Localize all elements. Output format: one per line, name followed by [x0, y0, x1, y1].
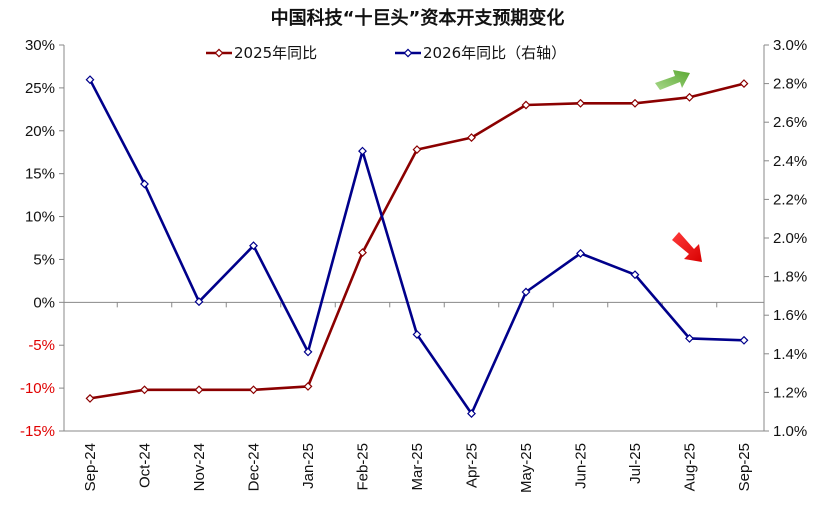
left-tick-label: -5% — [28, 337, 55, 354]
data-point — [412, 145, 422, 155]
right-tick-label: 1.6% — [773, 307, 807, 324]
x-tick-label: Mar-25 — [409, 443, 426, 491]
data-point — [194, 385, 204, 395]
x-tick-label: May-25 — [518, 443, 535, 493]
left-tick-label: 30% — [25, 37, 55, 54]
data-point — [467, 133, 476, 143]
data-point — [85, 75, 95, 85]
left-tick-label: -10% — [20, 380, 55, 397]
right-tick-label: 2.8% — [773, 76, 807, 93]
right-tick-label: 1.4% — [773, 346, 807, 363]
x-tick-label: Apr-25 — [464, 443, 481, 488]
left-tick-label: 0% — [33, 294, 55, 311]
data-point — [358, 248, 367, 258]
right-tick-label: 1.0% — [773, 423, 807, 440]
x-tick-label: Jul-25 — [627, 443, 644, 484]
data-point — [521, 100, 531, 110]
data-point — [303, 381, 313, 391]
data-point — [521, 287, 531, 297]
data-point — [467, 409, 476, 419]
legend-marker — [403, 48, 413, 58]
right-tick-label: 3.0% — [773, 37, 807, 54]
x-tick-label: Jun-25 — [573, 443, 590, 489]
x-tick-label: Oct-24 — [137, 443, 154, 488]
data-point — [685, 92, 694, 102]
data-point — [358, 146, 367, 156]
right-tick-label: 1.8% — [773, 269, 807, 286]
left-tick-label: -15% — [20, 423, 55, 440]
right-tick-label: 1.2% — [773, 384, 807, 401]
red-down-arrow-icon — [672, 232, 702, 262]
data-point — [630, 270, 640, 280]
left-tick-label: 5% — [33, 251, 55, 268]
chart-title: 中国科技“十巨头”资本开支预期变化 — [270, 8, 565, 29]
data-point — [85, 393, 95, 403]
data-point — [412, 330, 422, 339]
x-tick-label: Sep-25 — [736, 443, 753, 491]
series-line-1 — [89, 82, 745, 400]
right-tick-label: 2.6% — [773, 114, 807, 131]
x-tick-label: Jan-25 — [300, 443, 317, 489]
right-tick-label: 2.4% — [773, 153, 807, 170]
data-point — [576, 98, 585, 108]
data-point — [140, 385, 149, 395]
data-point — [739, 335, 749, 345]
x-tick-label: Dec-24 — [246, 443, 263, 491]
right-tick-label: 2.2% — [773, 191, 807, 208]
right-tick-label: 2.0% — [773, 230, 807, 247]
left-tick-label: 25% — [25, 80, 55, 97]
green-up-arrow-icon — [655, 70, 690, 90]
legend-label: 2025年同比 — [234, 44, 317, 62]
data-point — [576, 248, 585, 258]
legend-marker — [214, 48, 224, 58]
data-point — [140, 179, 149, 189]
legend-label: 2026年同比（右轴） — [423, 44, 566, 62]
data-point — [739, 79, 749, 89]
data-point — [303, 347, 313, 357]
x-tick-label: Nov-24 — [191, 443, 208, 491]
x-tick-label: Feb-25 — [355, 443, 372, 491]
left-tick-label: 20% — [25, 123, 55, 140]
data-point — [194, 297, 204, 307]
data-point — [685, 333, 694, 343]
series-line-2 — [88, 79, 745, 415]
left-tick-label: 10% — [25, 209, 55, 226]
data-point — [249, 385, 258, 395]
left-tick-label: 15% — [25, 166, 55, 183]
data-point — [630, 98, 640, 108]
x-tick-label: Sep-24 — [82, 443, 99, 491]
x-tick-label: Aug-25 — [682, 443, 699, 491]
data-point — [249, 241, 258, 251]
